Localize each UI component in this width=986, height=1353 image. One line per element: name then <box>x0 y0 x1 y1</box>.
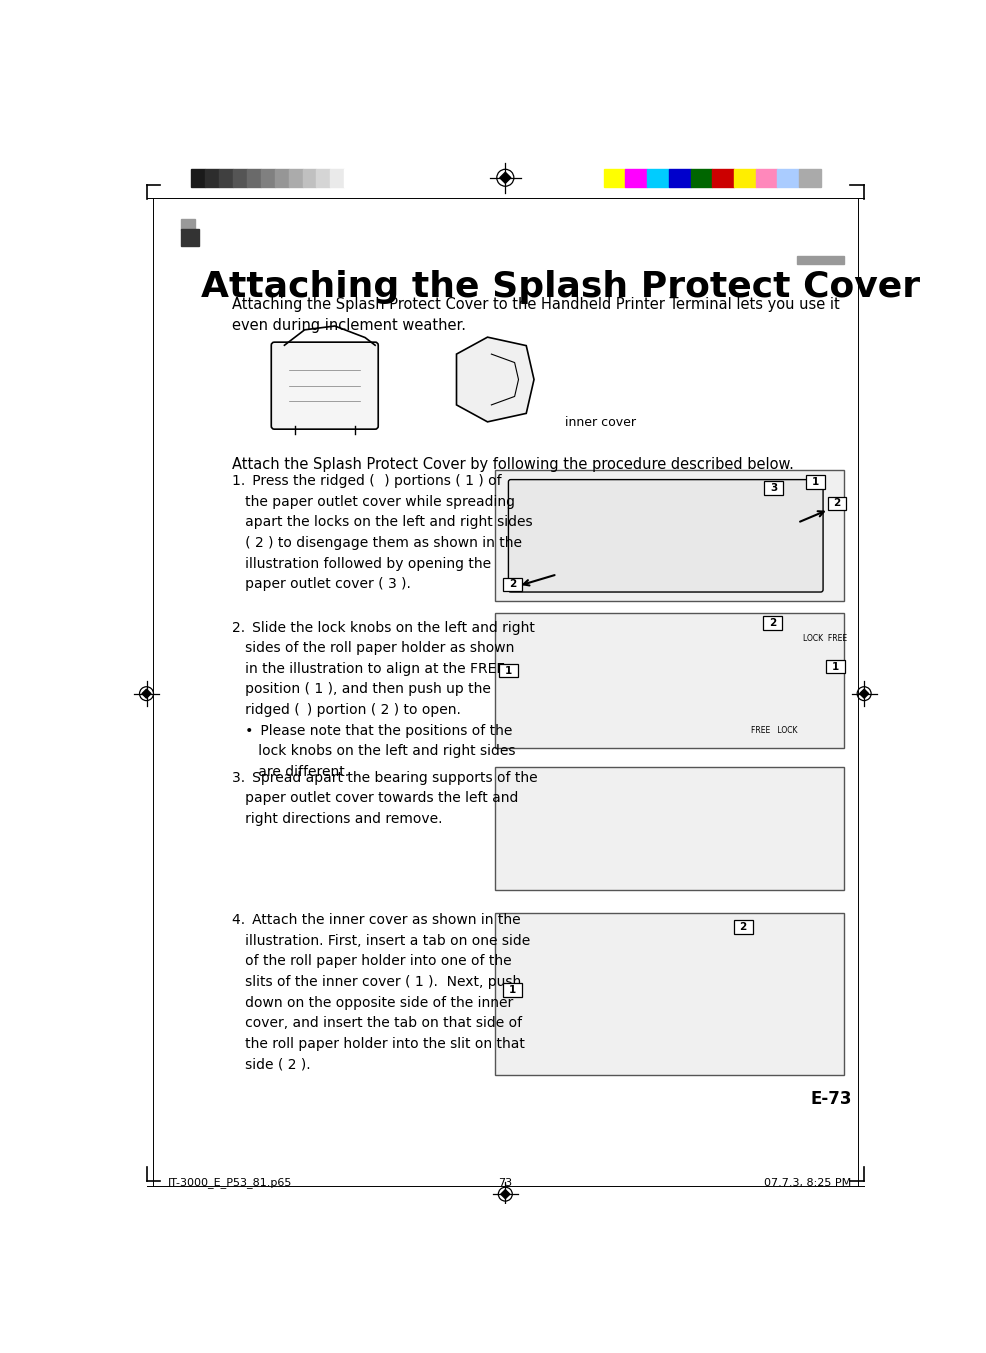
FancyBboxPatch shape <box>734 920 752 934</box>
Text: LOCK  FREE: LOCK FREE <box>803 633 847 643</box>
Bar <box>734 169 755 187</box>
Bar <box>181 219 195 230</box>
FancyBboxPatch shape <box>503 578 522 591</box>
Text: 1: 1 <box>811 476 819 487</box>
Text: 2: 2 <box>833 498 841 509</box>
Bar <box>233 169 246 187</box>
Text: 1: 1 <box>832 662 839 671</box>
Bar <box>205 169 219 187</box>
Polygon shape <box>501 1189 510 1199</box>
Text: 2: 2 <box>769 618 776 628</box>
FancyBboxPatch shape <box>763 616 782 629</box>
Polygon shape <box>860 689 869 698</box>
Bar <box>755 169 777 187</box>
Text: E-73: E-73 <box>810 1091 852 1108</box>
Bar <box>261 169 275 187</box>
Bar <box>344 169 358 187</box>
Bar <box>495 767 844 890</box>
Bar <box>289 169 303 187</box>
Text: IT-3000_E_P53_81.p65: IT-3000_E_P53_81.p65 <box>169 1177 293 1188</box>
Bar <box>712 169 734 187</box>
Bar <box>495 471 844 601</box>
FancyBboxPatch shape <box>503 984 522 997</box>
Bar <box>798 256 844 264</box>
Text: 2: 2 <box>740 921 746 932</box>
Bar <box>625 169 647 187</box>
Bar <box>603 169 625 187</box>
FancyBboxPatch shape <box>509 479 823 593</box>
FancyBboxPatch shape <box>764 482 783 495</box>
Text: Attach the Splash Protect Cover by following the procedure described below.: Attach the Splash Protect Cover by follo… <box>232 456 794 471</box>
Bar <box>690 169 712 187</box>
Text: inner cover: inner cover <box>565 417 636 429</box>
FancyBboxPatch shape <box>271 342 379 429</box>
Bar <box>246 169 261 187</box>
Text: 3: 3 <box>770 483 777 492</box>
Bar <box>317 169 330 187</box>
Bar <box>647 169 669 187</box>
FancyBboxPatch shape <box>827 497 846 510</box>
FancyBboxPatch shape <box>826 660 845 674</box>
Bar <box>799 169 820 187</box>
Text: 4. Attach the inner cover as shown in the
   illustration. First, insert a tab o: 4. Attach the inner cover as shown in th… <box>232 913 530 1072</box>
Text: 1: 1 <box>505 666 512 675</box>
Text: Attaching the Splash Protect Cover to the Handheld Printer Terminal lets you use: Attaching the Splash Protect Cover to th… <box>232 298 839 333</box>
Bar <box>275 169 289 187</box>
Text: 1: 1 <box>509 985 516 994</box>
Bar <box>495 613 844 748</box>
Bar <box>191 169 205 187</box>
Text: 73: 73 <box>498 1177 513 1188</box>
Bar <box>181 229 199 245</box>
Bar <box>669 169 690 187</box>
Polygon shape <box>457 337 534 422</box>
Polygon shape <box>142 689 151 698</box>
Text: 1. Press the ridged (    ) portions ( 1 ) of
   the paper outlet cover while spr: 1. Press the ridged ( ) portions ( 1 ) o… <box>232 474 532 591</box>
Text: Attaching the Splash Protect Cover: Attaching the Splash Protect Cover <box>201 271 920 304</box>
Bar <box>777 169 799 187</box>
Bar <box>219 169 233 187</box>
FancyBboxPatch shape <box>806 475 824 488</box>
Text: 2. Slide the lock knobs on the left and right
   sides of the roll paper holder : 2. Slide the lock knobs on the left and … <box>232 621 534 779</box>
Text: FREE   LOCK: FREE LOCK <box>751 727 798 735</box>
FancyBboxPatch shape <box>499 664 518 678</box>
Bar <box>495 913 844 1074</box>
Polygon shape <box>500 172 511 183</box>
Text: 07.7.3, 8:25 PM: 07.7.3, 8:25 PM <box>764 1177 852 1188</box>
Text: 2: 2 <box>509 579 516 590</box>
Bar <box>303 169 317 187</box>
Bar <box>330 169 344 187</box>
Text: 3. Spread apart the bearing supports of the
   paper outlet cover towards the le: 3. Spread apart the bearing supports of … <box>232 771 537 825</box>
